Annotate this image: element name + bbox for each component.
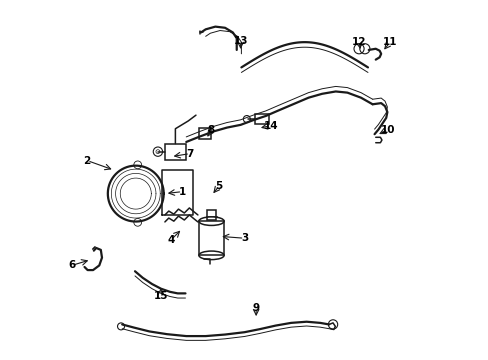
Text: 10: 10: [380, 125, 395, 135]
Text: 2: 2: [83, 156, 91, 166]
Text: 9: 9: [252, 303, 259, 313]
Text: 15: 15: [153, 291, 168, 301]
Text: 6: 6: [68, 260, 75, 270]
Text: 7: 7: [186, 149, 193, 159]
Text: 5: 5: [215, 181, 223, 191]
Text: 12: 12: [351, 37, 366, 47]
Text: 8: 8: [207, 125, 215, 135]
Text: 4: 4: [167, 235, 174, 245]
Text: 1: 1: [179, 186, 185, 197]
Text: 3: 3: [241, 233, 247, 243]
Text: 13: 13: [233, 36, 247, 46]
Text: 14: 14: [263, 121, 278, 131]
Text: 11: 11: [382, 37, 397, 47]
